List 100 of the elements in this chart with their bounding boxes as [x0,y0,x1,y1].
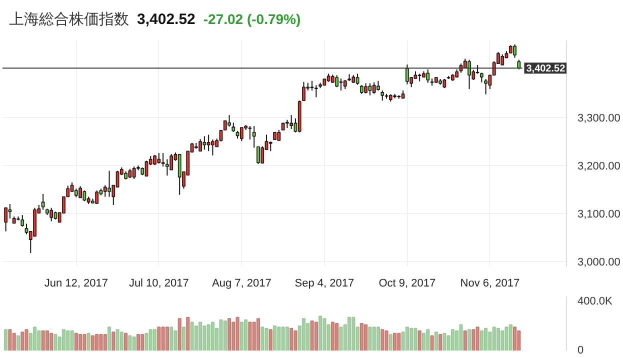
candlestick [310,80,314,92]
bar [459,324,463,350]
bar [430,335,434,350]
bar [90,335,94,350]
candlestick [335,74,339,88]
text: 3,402.52 [137,10,196,30]
bar [339,326,343,350]
candlestick [78,186,82,198]
candlestick [4,207,8,232]
bar [50,332,54,350]
bar [322,318,326,350]
candlestick [128,168,132,179]
x-tick-label: Sep 4, 2017 [294,278,354,290]
bar [103,334,107,350]
bar [285,326,289,350]
y-tick-label: 3,200.00 [578,160,620,173]
candlestick [314,84,318,98]
bar [384,330,388,350]
candlestick [468,59,471,90]
bar [318,316,322,350]
candlestick [252,126,256,148]
x-tick-label: Aug 7, 2017 [212,278,272,290]
bar [422,332,426,350]
candlestick [376,80,380,92]
bar [54,334,58,350]
candlestick [343,79,347,90]
bar [310,320,314,350]
candlestick [442,78,446,89]
bar [472,329,476,350]
bar [107,326,112,350]
candlestick [484,78,488,95]
bar [330,322,334,350]
bar [244,319,248,350]
bar [124,332,128,350]
bar [41,330,45,350]
bar [480,330,484,350]
bar [252,322,256,350]
bar [414,328,418,350]
bar [476,326,480,350]
x-tick-label: Jun 12, 2017 [44,278,108,290]
y-tick-label: 3,100.00 [578,208,620,221]
bar [227,318,232,350]
candlestick [406,64,409,85]
bar [405,326,409,350]
bar [500,330,504,350]
ref-line-label: 3,402.52 [526,64,566,75]
bar [194,325,198,350]
candlestick [108,170,111,198]
candlestick [290,114,294,130]
bar [4,329,8,350]
bar [360,323,364,350]
bar [152,329,157,350]
bar [368,326,372,350]
bar [8,329,12,350]
bar [517,330,521,350]
candlestick [103,184,107,198]
bar [236,316,240,350]
bar [62,329,66,350]
bar [380,329,384,350]
candlestick [82,190,86,202]
candlestick [157,152,161,164]
bar [264,328,268,350]
candlestick [178,154,182,196]
bar [12,332,16,350]
candlestick [198,138,202,152]
bar [219,319,223,350]
bar [66,330,70,350]
bar [438,334,442,350]
y-tick-label: 0 [578,344,584,356]
bar [95,334,99,350]
candlestick [268,140,272,152]
candlestick [166,158,169,176]
bar [170,326,174,350]
bar [132,336,136,350]
bar [512,326,517,350]
bar [148,329,152,350]
bar [78,334,82,350]
candlestick [368,82,372,96]
candlestick [211,139,214,156]
text: -27.02 (-0.79%) [203,10,301,29]
bar [302,318,306,350]
bar [240,322,244,350]
candlestick [153,154,156,166]
bar [165,326,169,350]
bar [182,326,186,350]
bar [45,330,49,350]
candlestick [302,81,306,102]
bar [86,332,90,350]
candlestick [41,193,45,210]
bar [260,326,264,350]
bar [410,328,414,350]
bar [37,330,41,350]
bar [74,332,78,350]
bar [508,324,512,350]
candlestick [480,72,484,83]
bar [314,322,318,350]
bar [463,330,467,350]
bar [16,335,20,350]
bar [268,329,272,350]
bar [20,332,24,350]
